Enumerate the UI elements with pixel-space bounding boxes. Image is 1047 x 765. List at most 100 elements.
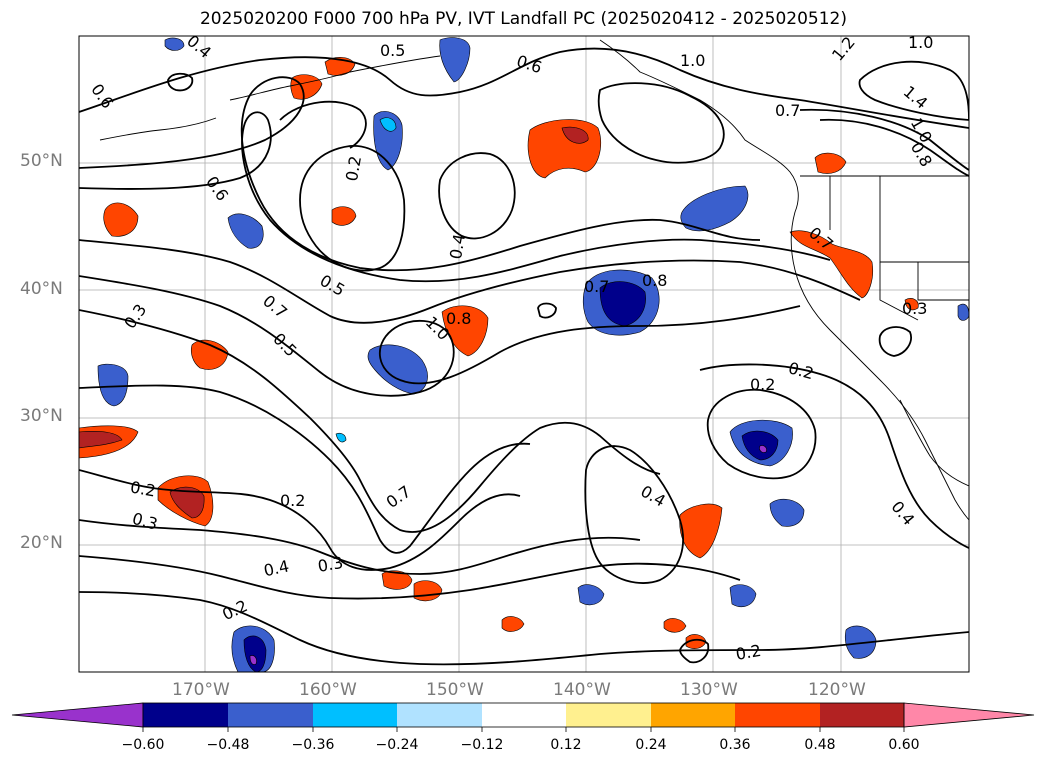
contour-label: 0.2 xyxy=(734,641,762,664)
contour-line xyxy=(79,591,969,666)
coastline xyxy=(599,39,969,521)
map-title: 2025020200 F000 700 hPa PV, IVT Landfall… xyxy=(199,9,847,29)
contour-label: 1.0 xyxy=(908,33,933,52)
shade-cool xyxy=(577,584,605,606)
colorbar-segment xyxy=(143,703,228,727)
colorbar-tick-label: −0.12 xyxy=(460,737,504,753)
shade-cool xyxy=(227,213,264,249)
colorbar-segment xyxy=(313,703,397,727)
contour-line xyxy=(819,118,969,177)
colorbar-tick-label: −0.48 xyxy=(206,737,250,753)
shade-warm xyxy=(169,486,205,519)
coastline xyxy=(879,262,919,321)
colorbar-tick-label: 0.24 xyxy=(635,737,667,753)
colorbar-tick-label: −0.60 xyxy=(121,737,165,753)
coastline xyxy=(229,55,441,101)
colorbar-tick-label: 0.12 xyxy=(550,737,582,753)
colorbar-tick-label: −0.36 xyxy=(291,737,335,753)
lat-label: 30°N xyxy=(20,406,63,426)
contour-line xyxy=(79,111,831,283)
lon-label: 120°W xyxy=(808,680,866,700)
lon-label: 160°W xyxy=(299,680,357,700)
shade-cool xyxy=(439,37,471,83)
shade-warm xyxy=(789,230,873,299)
colorbar-tick-label: 0.60 xyxy=(888,737,920,753)
contour-label: 0.2 xyxy=(750,375,775,394)
contour-line xyxy=(79,76,761,272)
colorbar xyxy=(11,702,1035,732)
shade-warm xyxy=(381,570,413,590)
shade-warm xyxy=(904,298,919,311)
coastline xyxy=(899,399,969,487)
coastline xyxy=(99,117,217,141)
contour-label: 0.3 xyxy=(316,553,344,576)
shade-cool xyxy=(741,430,779,461)
shade-warm xyxy=(501,616,525,632)
lat-label: 50°N xyxy=(20,151,63,171)
shade-warm xyxy=(324,57,356,76)
contour-label: 0.2 xyxy=(342,154,365,182)
shade-warm xyxy=(331,206,357,226)
shade-warm xyxy=(814,152,847,174)
colorbar-segment xyxy=(397,703,482,727)
contour-line xyxy=(537,302,557,319)
contour-line xyxy=(679,638,710,664)
contour-line xyxy=(79,275,801,397)
shade-cool xyxy=(97,363,129,407)
contour-label: 0.8 xyxy=(642,271,667,290)
contour-label: 0.7 xyxy=(775,101,800,120)
colorbar-segment xyxy=(482,703,566,727)
colorbar-segment xyxy=(820,703,904,727)
colorbar-segment xyxy=(651,703,735,727)
shade-cool xyxy=(729,584,757,607)
shade-cool xyxy=(599,281,646,327)
colorbar-segment xyxy=(566,703,651,727)
map-frame xyxy=(78,35,970,673)
shade-cool xyxy=(769,498,805,527)
contour-label: 0.3 xyxy=(902,299,927,318)
lon-label: 170°W xyxy=(172,680,230,700)
contour-line xyxy=(79,239,861,324)
contour-line xyxy=(597,82,725,164)
contour-line xyxy=(299,145,406,272)
colorbar-extend-min xyxy=(11,702,144,728)
contour-label: 0.7 xyxy=(584,277,609,296)
shade-cool xyxy=(379,117,397,132)
contour-line xyxy=(167,72,194,92)
contour-label: 0.5 xyxy=(380,41,405,60)
contour-line xyxy=(79,555,741,600)
contour-line xyxy=(584,445,684,584)
colorbar-extend-max xyxy=(903,702,1035,728)
coastline xyxy=(917,262,969,301)
lon-label: 140°W xyxy=(553,680,611,700)
shade-cool xyxy=(759,445,767,453)
shade-warm xyxy=(190,339,229,370)
contour-line xyxy=(438,152,516,240)
contour-line xyxy=(79,309,661,533)
shade-cool xyxy=(249,655,257,665)
coastlines xyxy=(99,39,969,521)
shade-warm xyxy=(79,430,123,449)
contour-line xyxy=(79,469,521,571)
contour-line xyxy=(699,363,969,549)
lon-label: 150°W xyxy=(426,680,484,700)
contour-line xyxy=(79,384,531,554)
lon-label: 130°W xyxy=(680,680,738,700)
shade-cool xyxy=(957,303,969,321)
contour-line xyxy=(878,326,912,357)
lat-label: 40°N xyxy=(20,279,63,299)
colorbar-segment xyxy=(228,703,313,727)
shade-warm xyxy=(103,202,139,237)
contour-label: 0.2 xyxy=(129,477,157,500)
pv-contours xyxy=(79,47,969,666)
shade-cool xyxy=(164,37,185,51)
shade-cool xyxy=(243,635,267,672)
lat-label: 20°N xyxy=(20,533,63,553)
contour-line xyxy=(706,388,817,480)
shade-warm xyxy=(561,126,589,144)
contour-label: 0.8 xyxy=(446,309,471,328)
contour-line xyxy=(79,519,641,575)
contour-label: 0.2 xyxy=(280,491,305,510)
contour-line xyxy=(279,100,367,149)
